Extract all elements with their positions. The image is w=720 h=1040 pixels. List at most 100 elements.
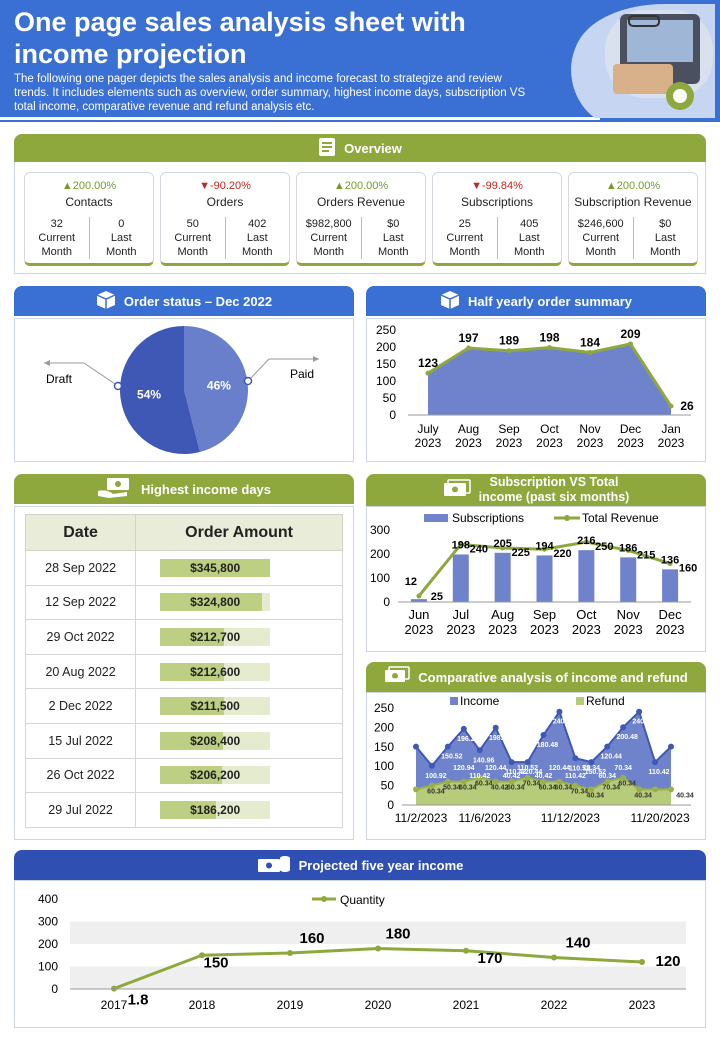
- legend-marker-total: [564, 515, 570, 521]
- x-tick-label: 2018: [189, 998, 216, 1012]
- inner-data-label: 70.34: [583, 765, 601, 772]
- y-tick-label: 400: [38, 892, 58, 906]
- date-cell: 15 Jul 2022: [24, 722, 137, 759]
- x-tick-label: Jan: [661, 422, 680, 436]
- band: [70, 966, 686, 989]
- table-row: 12 Sep 2022 $324,800: [24, 584, 343, 621]
- refund-data-label: 40.34: [634, 792, 652, 799]
- refund-point: [492, 778, 499, 785]
- projected-title: Projected five year income: [298, 857, 464, 873]
- document-icon: [318, 137, 336, 160]
- income-point: [636, 708, 643, 715]
- income-data-label: 150.52: [441, 754, 463, 761]
- income-point: [492, 724, 499, 731]
- last-month-label: Last Month: [377, 232, 409, 258]
- x-tick-label: Nov: [617, 607, 641, 622]
- income-data-label: 150.52: [585, 769, 607, 776]
- refund-point: [652, 786, 659, 793]
- order-status-title: Order status – Dec 2022: [123, 293, 273, 309]
- line-label: 220: [553, 548, 571, 560]
- draft-arrow: [44, 360, 50, 366]
- bar: [536, 555, 553, 602]
- paid-leader-line: [247, 358, 319, 382]
- data-label: 189: [499, 334, 519, 348]
- overview-card: ▼-90.20% Orders 50 Current Month 402 Last Mon…: [160, 172, 290, 266]
- refund-point: [524, 774, 531, 781]
- refund-point: [620, 774, 627, 781]
- income-data-label: 196.26: [457, 736, 479, 743]
- refund-data-label: 70.34: [602, 785, 620, 792]
- data-label: 209: [620, 327, 640, 341]
- money-hand-icon: [97, 477, 133, 502]
- x-tick-label: Jun: [408, 607, 429, 622]
- current-month-value: 25 Current Month: [433, 217, 497, 259]
- last-value: $0: [387, 218, 400, 230]
- x-tick-label: 2023: [496, 436, 523, 450]
- inner-data-label: 60.34: [598, 773, 616, 780]
- quantity-point: [287, 950, 293, 956]
- bar: [494, 552, 511, 602]
- refund-point: [540, 778, 547, 785]
- data-label: 184: [580, 335, 600, 349]
- amount-cell: $324,800: [135, 584, 343, 621]
- current-month-label: Current Month: [38, 232, 76, 258]
- refund-data-label: 60.34: [427, 788, 445, 795]
- amount-cell: $212,600: [135, 653, 343, 690]
- data-point: [466, 345, 471, 351]
- date-cell: 20 Aug 2022: [24, 653, 137, 690]
- x-tick-label: 11/20/2023: [630, 811, 689, 825]
- amount-cell: $206,200: [135, 757, 343, 794]
- pie-slice-draft: [119, 326, 200, 454]
- y-tick-label: 50: [383, 391, 397, 405]
- x-tick-label: 2023: [577, 436, 604, 450]
- last-month-label: Last Month: [105, 232, 137, 258]
- paid-arrow: [313, 356, 319, 362]
- data-label: 123: [418, 356, 438, 370]
- refund-data-label: 70.34: [571, 788, 589, 795]
- quantity-point: [639, 959, 645, 965]
- amount-bar: $212,700: [160, 627, 271, 646]
- metric-values: $982,800 Current Month $0 Last Month: [297, 217, 425, 259]
- metric-name: Orders: [206, 195, 244, 209]
- refund-point: [460, 778, 467, 785]
- last-month-label: Last Month: [649, 232, 681, 258]
- money-icon: [384, 665, 411, 689]
- last-month-label: Last Month: [513, 232, 545, 258]
- overview-card: ▲200.00% Orders Revenue $982,800 Current Mo…: [296, 172, 426, 266]
- y-tick-label: 100: [374, 759, 394, 773]
- quantity-data-label: 140: [565, 935, 590, 952]
- line-point: [542, 546, 547, 552]
- y-tick-label: 0: [383, 595, 390, 609]
- amount-bar: $208,400: [160, 731, 271, 750]
- line-point: [500, 545, 506, 551]
- refund-data-label: 40.34: [676, 792, 694, 799]
- overview-title: Overview: [344, 140, 402, 156]
- x-tick-label: 2019: [277, 998, 304, 1012]
- current-month-label: Current Month: [582, 232, 620, 258]
- legend-label-income: Income: [460, 694, 500, 708]
- line-point: [583, 539, 589, 545]
- amount-bar-fill: [160, 731, 223, 750]
- bar: [662, 569, 679, 602]
- x-tick-label: 2023: [658, 436, 685, 450]
- line-label: 225: [511, 547, 529, 559]
- amount-cell: $208,400: [135, 722, 343, 759]
- y-tick-label: 100: [370, 571, 390, 585]
- y-tick-label: 200: [376, 340, 396, 354]
- x-tick-label: Aug: [458, 422, 479, 436]
- amount-value: $186,200: [190, 802, 241, 817]
- x-tick-label: 2023: [404, 622, 433, 637]
- date-cell: 2 Dec 2022: [24, 688, 137, 724]
- income-point: [604, 743, 611, 750]
- last-month-value: 0 Last Month: [88, 217, 154, 259]
- change-percent: ▼-99.84%: [471, 180, 523, 192]
- x-tick-label: Oct: [576, 607, 597, 622]
- current-value: 32: [50, 218, 63, 230]
- y-tick-label: 50: [381, 779, 395, 793]
- x-tick-label: Dec: [659, 607, 683, 622]
- income-point: [668, 743, 674, 750]
- amount-value: $212,600: [190, 664, 241, 679]
- date-cell: 12 Sep 2022: [24, 584, 137, 621]
- amount-column-header: Order Amount: [135, 514, 343, 551]
